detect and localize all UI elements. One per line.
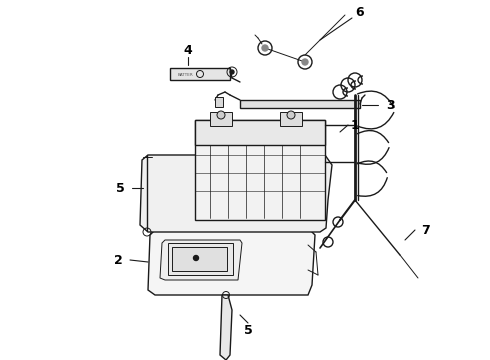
Bar — [240, 100, 360, 108]
Circle shape — [287, 111, 295, 119]
Bar — [195, 120, 325, 145]
Circle shape — [262, 45, 268, 51]
Bar — [195, 120, 325, 220]
Bar — [210, 112, 232, 126]
Polygon shape — [140, 155, 332, 232]
Polygon shape — [160, 240, 242, 280]
Circle shape — [217, 111, 225, 119]
Polygon shape — [148, 230, 315, 295]
Bar — [172, 247, 227, 271]
Text: 7: 7 — [420, 224, 429, 237]
Text: 2: 2 — [114, 253, 122, 266]
Bar — [170, 68, 230, 80]
Bar — [280, 112, 302, 126]
Bar — [215, 97, 223, 107]
Text: 4: 4 — [184, 44, 193, 57]
Bar — [168, 243, 233, 275]
Polygon shape — [220, 295, 232, 360]
Circle shape — [302, 59, 308, 65]
Text: 5: 5 — [244, 324, 252, 337]
Text: 5: 5 — [116, 181, 124, 194]
Text: 6: 6 — [356, 5, 364, 18]
Text: 1: 1 — [351, 118, 359, 131]
Text: 3: 3 — [386, 99, 394, 112]
Text: BATTER: BATTER — [178, 73, 194, 77]
Circle shape — [194, 256, 198, 261]
Circle shape — [230, 70, 234, 74]
